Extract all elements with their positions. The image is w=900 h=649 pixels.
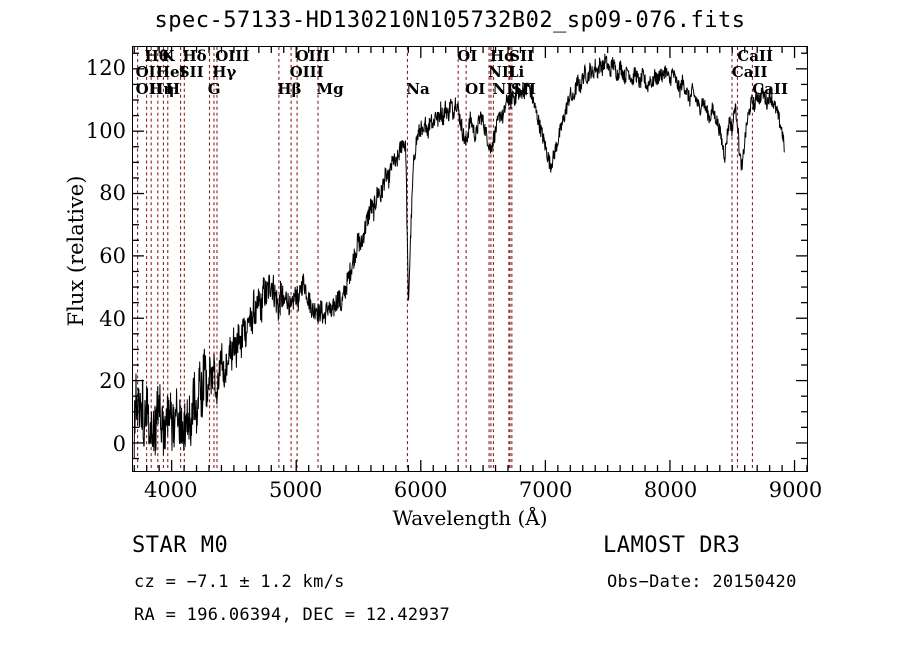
- x-axis-label: Wavelength (Å): [392, 506, 548, 530]
- redshift-velocity-text: cz = −7.1 ± 1.2 km/s: [134, 572, 345, 592]
- y-tick-label-3: 60: [99, 243, 126, 268]
- y-tick-label-0: 0: [112, 431, 126, 456]
- x-tick-label-3: 7000: [518, 478, 573, 502]
- y-tick-label-1: 20: [99, 369, 126, 394]
- axis-tick-marks: [133, 47, 807, 471]
- y-tick-label-4: 80: [99, 181, 126, 206]
- x-tick-label-4: 8000: [643, 478, 698, 502]
- page-title: spec-57133-HD130210N105732B02_sp09-076.f…: [154, 8, 746, 33]
- x-tick-label-5: 9000: [768, 478, 823, 502]
- y-axis-ticks: 0 20 40 60 80 100 120: [58, 46, 126, 472]
- x-tick-label-0: 4000: [144, 478, 198, 502]
- spectrum-svg: [133, 47, 807, 471]
- y-tick-label-5: 100: [85, 118, 126, 143]
- plot-canvas: [133, 47, 807, 471]
- object-class-text: STAR M0: [132, 533, 229, 558]
- x-axis-ticks: 4000 5000 6000 7000 8000 9000: [132, 478, 822, 506]
- y-tick-label-2: 40: [99, 306, 126, 331]
- plot-frame: [132, 46, 808, 472]
- survey-text: LAMOST DR3: [603, 533, 741, 558]
- coordinates-text: RA = 196.06394, DEC = 12.42937: [134, 605, 451, 625]
- obs-date-text: Obs−Date: 20150420: [607, 572, 797, 592]
- x-tick-label-2: 6000: [393, 478, 448, 502]
- x-tick-label-1: 5000: [268, 478, 323, 502]
- y-tick-label-6: 120: [85, 55, 126, 80]
- y-axis-title-wrap: Flux (relative): [58, 46, 88, 472]
- y-axis-label: Flux (relative): [64, 175, 88, 327]
